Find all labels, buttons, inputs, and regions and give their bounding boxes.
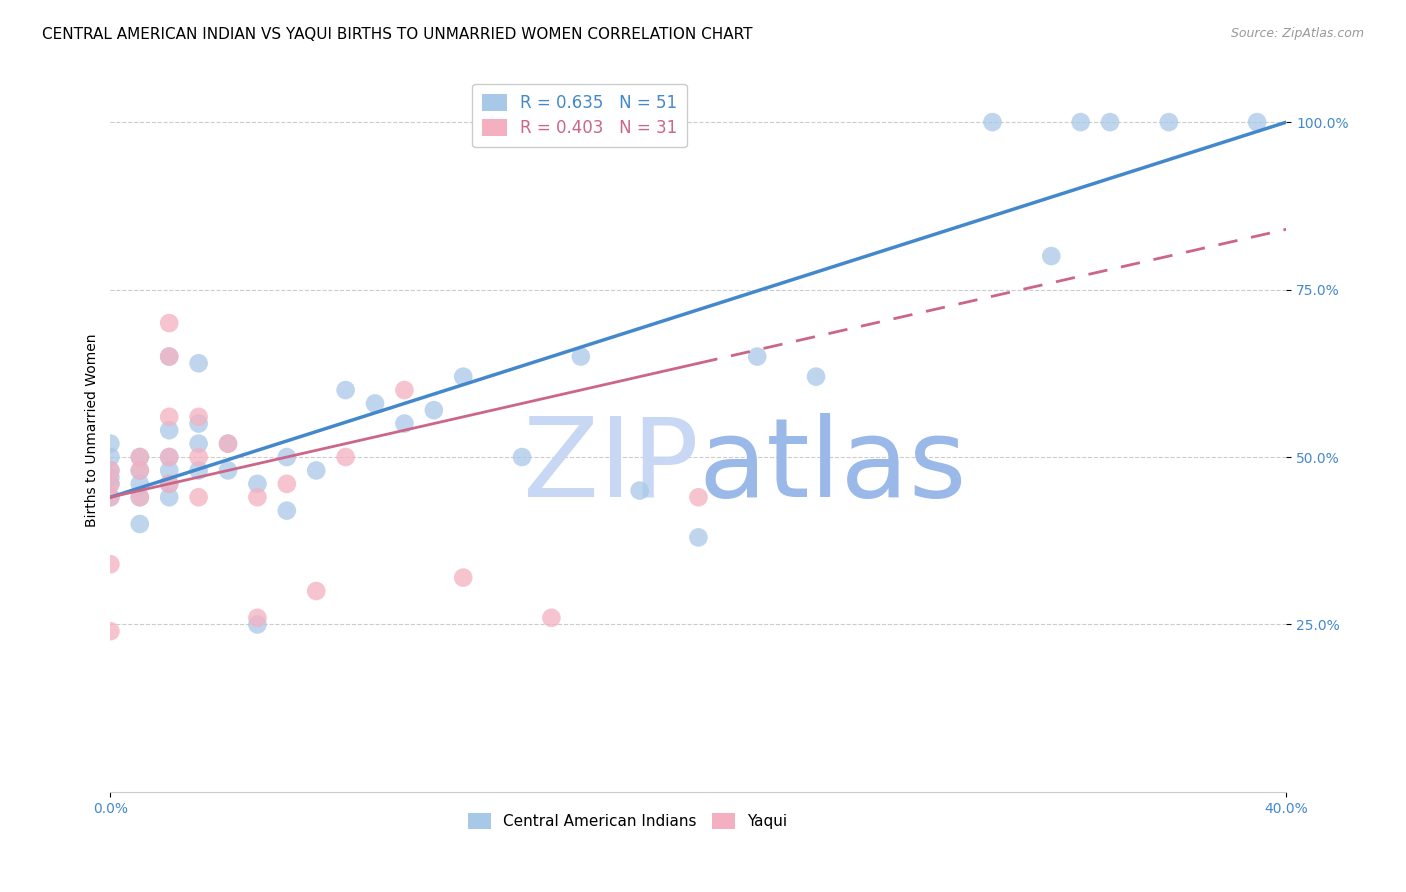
Point bbox=[217, 436, 239, 450]
Point bbox=[305, 584, 328, 599]
Point bbox=[157, 450, 180, 464]
Point bbox=[804, 369, 827, 384]
Text: CENTRAL AMERICAN INDIAN VS YAQUI BIRTHS TO UNMARRIED WOMEN CORRELATION CHART: CENTRAL AMERICAN INDIAN VS YAQUI BIRTHS … bbox=[42, 27, 752, 42]
Text: atlas: atlas bbox=[699, 413, 967, 520]
Point bbox=[1040, 249, 1063, 263]
Point bbox=[423, 403, 446, 417]
Point bbox=[394, 383, 416, 397]
Point bbox=[100, 436, 122, 450]
Point bbox=[128, 463, 150, 477]
Point bbox=[157, 476, 180, 491]
Point bbox=[187, 490, 209, 504]
Point bbox=[128, 516, 150, 531]
Point bbox=[187, 409, 209, 424]
Point bbox=[187, 463, 209, 477]
Point bbox=[100, 476, 122, 491]
Point bbox=[128, 490, 150, 504]
Point bbox=[157, 450, 180, 464]
Point bbox=[100, 490, 122, 504]
Point bbox=[100, 476, 122, 491]
Point bbox=[451, 369, 474, 384]
Text: ZIP: ZIP bbox=[523, 413, 699, 520]
Point bbox=[1070, 115, 1092, 129]
Point bbox=[157, 350, 180, 364]
Point bbox=[1246, 115, 1268, 129]
Point bbox=[276, 503, 298, 517]
Point bbox=[187, 436, 209, 450]
Point bbox=[217, 436, 239, 450]
Point bbox=[128, 490, 150, 504]
Point bbox=[187, 417, 209, 431]
Point bbox=[187, 450, 209, 464]
Point bbox=[246, 476, 269, 491]
Point bbox=[100, 463, 122, 477]
Point bbox=[1157, 115, 1180, 129]
Point bbox=[157, 490, 180, 504]
Point bbox=[246, 617, 269, 632]
Point bbox=[246, 490, 269, 504]
Point bbox=[100, 463, 122, 477]
Point bbox=[451, 571, 474, 585]
Point bbox=[335, 383, 357, 397]
Point bbox=[569, 350, 592, 364]
Point bbox=[1099, 115, 1122, 129]
Point bbox=[100, 490, 122, 504]
Point bbox=[157, 463, 180, 477]
Point bbox=[335, 450, 357, 464]
Point bbox=[981, 115, 1004, 129]
Legend: Central American Indians, Yaqui: Central American Indians, Yaqui bbox=[463, 806, 793, 835]
Point bbox=[128, 450, 150, 464]
Point bbox=[100, 624, 122, 639]
Point bbox=[276, 450, 298, 464]
Point bbox=[276, 476, 298, 491]
Point bbox=[100, 450, 122, 464]
Point bbox=[157, 423, 180, 437]
Point bbox=[128, 476, 150, 491]
Point bbox=[157, 409, 180, 424]
Point bbox=[128, 450, 150, 464]
Point bbox=[305, 463, 328, 477]
Point bbox=[510, 450, 533, 464]
Point bbox=[747, 350, 769, 364]
Point bbox=[628, 483, 651, 498]
Point bbox=[187, 356, 209, 370]
Point bbox=[128, 463, 150, 477]
Point bbox=[217, 463, 239, 477]
Point bbox=[246, 611, 269, 625]
Point bbox=[100, 558, 122, 572]
Y-axis label: Births to Unmarried Women: Births to Unmarried Women bbox=[86, 334, 100, 527]
Point bbox=[157, 350, 180, 364]
Point bbox=[688, 490, 710, 504]
Point bbox=[394, 417, 416, 431]
Point bbox=[688, 530, 710, 544]
Point bbox=[540, 611, 562, 625]
Point bbox=[364, 396, 387, 410]
Point bbox=[100, 470, 122, 484]
Point bbox=[157, 316, 180, 330]
Point bbox=[157, 476, 180, 491]
Text: Source: ZipAtlas.com: Source: ZipAtlas.com bbox=[1230, 27, 1364, 40]
